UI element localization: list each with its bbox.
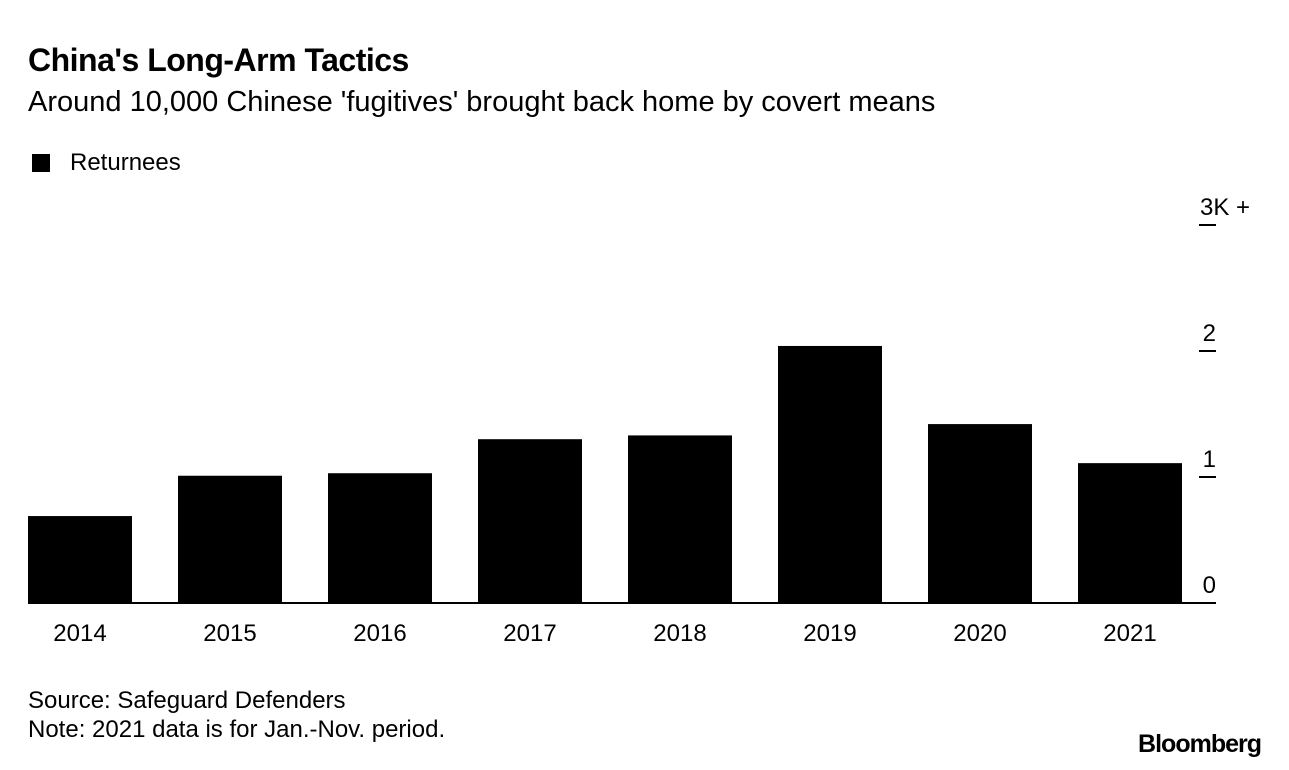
chart-subtitle: Around 10,000 Chinese 'fugitives' brough… — [28, 86, 936, 118]
x-tick-label: 2014 — [53, 620, 106, 647]
x-tick-label: 2016 — [353, 620, 406, 647]
chart-title: China's Long-Arm Tactics — [28, 42, 409, 78]
bloomberg-logo: Bloomberg — [1138, 730, 1262, 758]
y-tick-label: 2 — [1203, 320, 1216, 347]
bar-2020 — [928, 424, 1032, 603]
x-tick-label: 2017 — [503, 620, 556, 647]
x-tick-label: 2020 — [953, 620, 1006, 647]
bar-2016 — [328, 473, 432, 603]
x-tick-label: 2015 — [203, 620, 256, 647]
y-tick-label: 1 — [1203, 446, 1216, 473]
note-text: Note: 2021 data is for Jan.-Nov. period. — [28, 716, 446, 743]
x-tick-label: 2021 — [1103, 620, 1156, 647]
legend-swatch — [32, 154, 50, 172]
x-tick-label: 2018 — [653, 620, 706, 647]
bar-2019 — [778, 345, 882, 603]
bar-2017 — [478, 439, 582, 603]
footnotes: Source: Safeguard Defenders Note: 2021 d… — [28, 686, 445, 744]
y-tick-label: 0 — [1203, 572, 1216, 599]
source-text: Source: Safeguard Defenders — [28, 687, 346, 714]
legend: Returnees — [32, 149, 181, 177]
x-tick-label: 2019 — [803, 620, 856, 647]
bar-2014 — [28, 516, 132, 603]
bar-2021 — [1078, 463, 1182, 603]
y-tick-label: 3K + — [1200, 194, 1250, 221]
bar-2018 — [628, 435, 732, 603]
legend-label: Returnees — [70, 149, 181, 176]
bar-2015 — [178, 475, 282, 603]
